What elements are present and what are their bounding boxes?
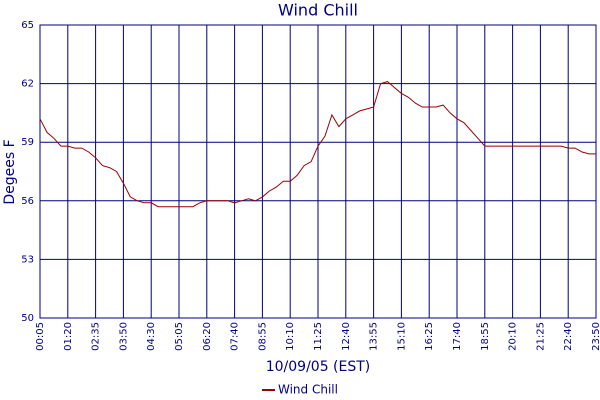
x-tick-label: 00:05 [35, 322, 46, 351]
y-axis-label: Degees F [2, 139, 18, 204]
x-tick-label: 12:40 [341, 322, 352, 351]
chart-title: Wind Chill [278, 1, 358, 20]
x-tick-label: 08:55 [257, 322, 268, 351]
y-tick-label: 59 [21, 137, 34, 148]
x-tick-label: 05:05 [174, 322, 185, 351]
y-tick-label: 65 [21, 20, 34, 31]
x-tick-label: 02:35 [91, 322, 102, 351]
y-tick-label: 53 [21, 254, 34, 265]
x-tick-label: 06:20 [202, 322, 213, 351]
x-tick-label: 04:30 [146, 322, 157, 351]
plot-frame [39, 24, 597, 319]
x-tick-label: 10:10 [285, 322, 296, 351]
x-tick-label: 16:25 [424, 322, 435, 351]
y-tick-label: 62 [21, 79, 34, 90]
x-tick-label: 17:40 [452, 322, 463, 351]
y-tick-label: 50 [21, 313, 34, 324]
y-tick-label: 56 [21, 196, 34, 207]
x-tick-label: 22:40 [563, 322, 574, 351]
x-tick-label: 11:25 [313, 322, 324, 351]
x-tick-label: 01:20 [63, 322, 74, 351]
x-tick-label: 15:10 [396, 322, 407, 351]
data-line [39, 81, 596, 208]
x-tick-label: 13:55 [369, 322, 380, 351]
x-tick-label: 03:50 [118, 322, 129, 351]
x-tick-label: 21:25 [535, 322, 546, 351]
x-tick-label: 07:40 [230, 322, 241, 351]
legend-label: Wind Chill [278, 383, 338, 397]
x-tick-label: 18:55 [480, 322, 491, 351]
x-tick-label: 23:50 [591, 322, 600, 351]
x-tick-label: 20:10 [508, 322, 519, 351]
x-axis-label: 10/09/05 (EST) [266, 359, 371, 375]
